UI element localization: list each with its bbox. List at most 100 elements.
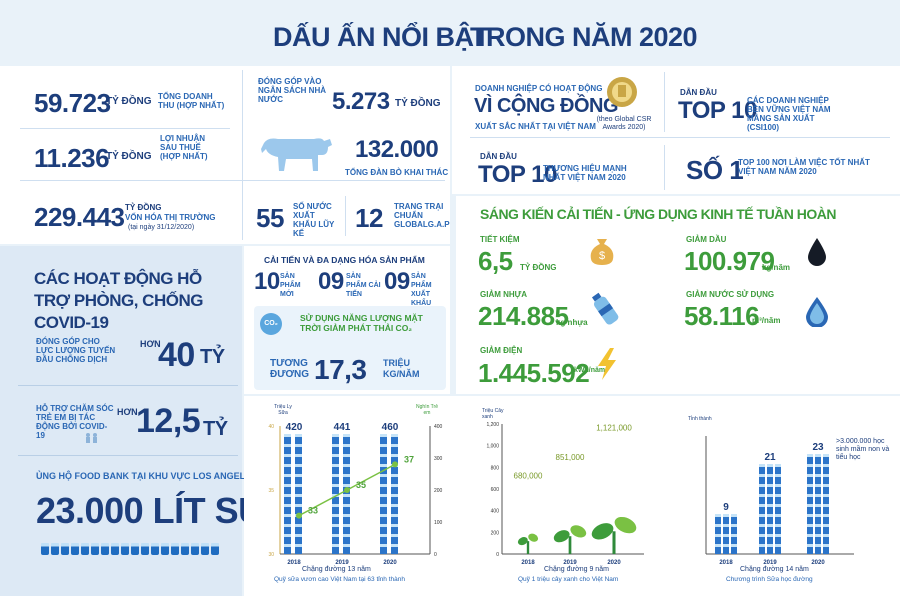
bar-glass <box>815 487 821 494</box>
bar-glass <box>759 524 765 527</box>
covid-frontline-label: ĐÓNG GÓP CHO LỰC LƯỢNG TUYẾN ĐẦU CHỐNG D… <box>36 337 116 364</box>
bar-glass <box>284 467 291 474</box>
bar-glass <box>380 544 387 547</box>
bar-glass <box>380 444 387 447</box>
bar-glass <box>295 484 302 487</box>
school-caption1: Chặng đường 14 năm <box>740 566 809 573</box>
bar-glass <box>332 547 339 554</box>
bar-glass <box>295 487 302 494</box>
bar-glass <box>767 524 773 527</box>
milk-chart: 40 35 30 400 300 200 100 0 420 2018 441 2019 460 2020… <box>268 422 443 566</box>
bar-glass <box>332 434 339 437</box>
bar-glass <box>295 477 302 484</box>
bar-glass <box>391 534 398 537</box>
milk-caption1: Chặng đường 13 năm <box>302 566 371 573</box>
budget-label: ĐÓNG GÓP VÀO NGÂN SÁCH NHÀ NƯỚC <box>258 77 326 104</box>
bar-glass <box>823 477 829 484</box>
x-tick-label: 2019 <box>763 560 777 566</box>
milk-glass-icon <box>121 543 129 555</box>
bar-glass <box>380 494 387 497</box>
bar-glass <box>807 477 813 484</box>
bar-glass <box>775 534 781 537</box>
svg-text:$: $ <box>599 250 605 262</box>
csi-prefix: DẪN ĐẦU <box>680 88 717 97</box>
bar-glass <box>731 547 737 554</box>
bar-value-label: 9 <box>723 502 729 513</box>
bar-glass <box>815 547 821 554</box>
milk-glass-icon <box>211 543 219 555</box>
bar-glass <box>284 464 291 467</box>
bar-glass <box>343 494 350 497</box>
bar-glass <box>332 444 339 447</box>
export-value: 55 <box>256 203 284 233</box>
plant-leaf <box>528 533 539 542</box>
solar-unit: TRIỆU kg/năm <box>383 358 420 379</box>
x-tick-label: 2018 <box>719 560 733 566</box>
bar-glass <box>715 547 721 554</box>
bar-glass <box>731 544 737 547</box>
covid-frontline-prefix: HƠN <box>140 339 161 349</box>
plastic-label: GIẢM NHỰA <box>480 290 528 299</box>
water-unit: m³/năm <box>752 316 781 325</box>
bar-glass <box>775 494 781 497</box>
bar-glass <box>823 464 829 467</box>
milk-glasses-row <box>40 542 220 560</box>
bar-glass <box>759 547 765 554</box>
plant-leaf <box>517 537 528 546</box>
bar-glass <box>343 444 350 447</box>
bar-glass <box>332 487 339 494</box>
oil-unit: kg/năm <box>762 263 791 272</box>
bar-glass <box>807 467 813 474</box>
milk-glass-icon <box>61 543 69 555</box>
cattle-label: TỔNG ĐÀN BÒ KHAI THÁC <box>345 168 449 177</box>
bar-glass <box>332 457 339 464</box>
circular-panel <box>456 196 900 394</box>
bar-glass <box>815 514 821 517</box>
oil-value: 100.979 <box>684 246 775 276</box>
bar-glass <box>823 474 829 477</box>
bar-value-label: 680,000 <box>514 471 543 480</box>
bar-glass <box>767 464 773 467</box>
bar-glass <box>715 527 721 534</box>
bar-glass <box>332 474 339 477</box>
bar-glass <box>807 547 813 554</box>
bar-glass <box>343 484 350 487</box>
bar-glass <box>332 524 339 527</box>
line-value-label: 33 <box>308 506 318 516</box>
market-cap-unit: TỶ ĐỒNG <box>125 203 162 212</box>
tick-label: 800 <box>491 465 500 471</box>
trees-caption1: Chặng đường 9 năm <box>544 566 609 573</box>
tick-label: 0 <box>496 552 499 558</box>
covid-panel <box>0 246 242 596</box>
bar-glass <box>715 524 721 527</box>
bar-glass <box>284 447 291 454</box>
bar-glass <box>295 464 302 467</box>
bar-glass <box>343 524 350 527</box>
school-chart: 9 2018 21 2019 23 2020 <box>705 436 854 566</box>
line-point <box>344 487 350 493</box>
covid-title: CÁC HOẠT ĐỘNG HỖ TRỢ PHÒNG, CHỐNG COVID-… <box>34 269 203 332</box>
milk-ylabel-right: Nghìn Trẻ em <box>416 404 438 416</box>
tick-label-right: 200 <box>434 488 443 494</box>
saving-unit: TỶ ĐỒNG <box>520 263 557 272</box>
bar-glass <box>391 517 398 524</box>
bar-glass <box>807 464 813 467</box>
bar-glass <box>767 484 773 487</box>
bar-glass <box>391 474 398 477</box>
bar-glass <box>391 447 398 454</box>
bar-value-label: 851,000 <box>556 453 585 462</box>
innov-export-label: SẢN PHẨM XUẤT KHẨU <box>411 273 432 307</box>
bar-glass <box>815 507 821 514</box>
tick-label-left: 30 <box>268 552 274 558</box>
trees-chart: 1,200 1,000 800 600 400 200 0 680,000 2018 851,00… <box>486 422 644 566</box>
milk-glass-icon <box>141 543 149 555</box>
bar-glass <box>775 514 781 517</box>
tick-label-left: 40 <box>268 424 274 430</box>
bar-glass <box>343 467 350 474</box>
bar-glass <box>759 544 765 547</box>
plant-leaf <box>570 525 587 538</box>
page-title: DẤU ẤN NỔI BẬT TRONG NĂM 2020 <box>0 0 900 64</box>
covid-frontline-unit: TỶ <box>200 346 225 368</box>
market-cap-value: 229.443 <box>34 202 125 232</box>
csi-label: CÁC DOANH NGHIỆP BỀN VỮNG VIỆT NAM MẢNG … <box>747 96 831 132</box>
